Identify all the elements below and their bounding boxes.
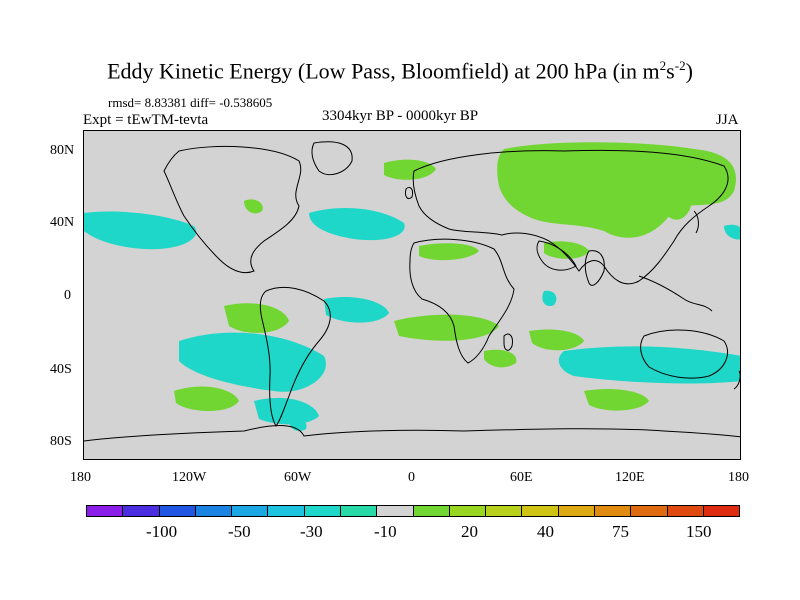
- eke-map-svg: [84, 141, 740, 442]
- colorbar-cell-6: [268, 506, 305, 516]
- coastline-greenland: [311, 141, 353, 176]
- coastline-madagascar: [503, 333, 513, 351]
- cyan-region-n-atlantic: [309, 208, 405, 241]
- lat-tick-80s: 80S: [50, 434, 72, 449]
- green-region-s-america: [174, 386, 239, 411]
- cyan-region-e-pacific: [724, 224, 740, 240]
- period-label: 3304kyr BP - 0000kyr BP: [322, 108, 479, 124]
- cyan-region-s-indian: [558, 346, 740, 384]
- green-region-africa-e: [484, 349, 517, 368]
- colorbar: [86, 505, 740, 517]
- plot-title-end: ): [685, 58, 693, 84]
- lat-tick-40n: 40N: [50, 215, 75, 230]
- green-region-africa-n: [419, 243, 479, 261]
- colorbar-label-7: 75: [612, 522, 629, 541]
- colorbar-label-1: -100: [146, 522, 178, 541]
- cyan-region-mid-atlantic-s: [542, 290, 557, 307]
- colorbar-cell-15: [594, 506, 632, 516]
- green-region-indian-s: [529, 329, 584, 351]
- lon-tick-60w: 60W: [284, 470, 312, 485]
- lon-tick-180e: 180: [728, 470, 749, 485]
- experiment-label: Expt = tEwTM-tevta: [83, 112, 209, 128]
- colorbar-cell-12: [486, 506, 523, 516]
- colorbar-label-5: 20: [461, 522, 478, 541]
- plot-title-sup1: 2: [659, 58, 667, 73]
- coastline-india: [584, 250, 605, 286]
- negative-anomaly-regions: [84, 208, 740, 432]
- colorbar-cell-4: [195, 506, 233, 516]
- colorbar-label-8: 150: [686, 522, 712, 541]
- plot-title-mid: s: [666, 58, 675, 84]
- coastline-south-america: [259, 286, 331, 427]
- coastline-north-america: [163, 145, 302, 274]
- plot-title-main: Eddy Kinetic Energy (Low Pass, Bloomfiel…: [107, 58, 660, 84]
- lon-tick-180w: 180: [70, 470, 91, 485]
- coastline-eurasia: [412, 149, 729, 285]
- positive-anomaly-regions: [174, 142, 736, 411]
- colorbar-cell-14: [558, 506, 595, 516]
- green-region-n-atlantic: [384, 159, 436, 180]
- colorbar-cell-1: [87, 506, 124, 516]
- lat-tick-40s: 40S: [50, 362, 72, 377]
- colorbar-cell-7: [304, 506, 341, 516]
- stats-text: rmsd= 8.83381 diff= -0.538605: [108, 95, 273, 110]
- plot-title: Eddy Kinetic Energy (Low Pass, Bloomfiel…: [0, 58, 800, 84]
- coastlines: [84, 141, 740, 442]
- coastline-australia: [640, 329, 728, 379]
- colorbar-label-3: -30: [300, 522, 323, 541]
- lat-tick-eq: 0: [64, 288, 71, 303]
- green-region-greenland: [244, 199, 263, 214]
- lat-tick-80n: 80N: [50, 143, 75, 158]
- cyan-region-n-pacific: [84, 211, 197, 250]
- lon-tick-0: 0: [408, 470, 415, 485]
- cyan-region-tropical-atlantic: [324, 296, 389, 323]
- coastline-new-zealand: [733, 370, 740, 390]
- coastline-antarctica: [84, 425, 740, 442]
- green-region-nw-pacific: [662, 184, 692, 220]
- colorbar-cell-2: [123, 506, 160, 516]
- colorbar-cell-3: [159, 506, 196, 516]
- colorbar-label-6: 40: [537, 522, 554, 541]
- green-region-central-pacific: [224, 303, 289, 333]
- colorbar-cell-16: [631, 506, 668, 516]
- lon-tick-120e: 120E: [615, 470, 645, 485]
- coastline-uk: [405, 186, 413, 200]
- plot-title-sup2: -2: [674, 58, 686, 73]
- colorbar-cell-5: [232, 506, 269, 516]
- colorbar-label-2: -50: [228, 522, 251, 541]
- lon-tick-120w: 120W: [172, 470, 207, 485]
- colorbar-cell-10: [413, 506, 450, 516]
- coastline-africa: [409, 238, 515, 364]
- season-label: JJA: [716, 112, 739, 128]
- colorbar-cell-8: [340, 506, 378, 516]
- colorbar-cell-13: [522, 506, 559, 516]
- colorbar-label-4: -10: [374, 522, 397, 541]
- green-region-eurasia: [497, 142, 736, 238]
- colorbar-cell-9: [377, 506, 414, 516]
- eke-map: [83, 130, 741, 460]
- colorbar-cell-11: [449, 506, 487, 516]
- colorbar-cell-18: [703, 506, 740, 516]
- green-region-s-indian: [584, 389, 649, 411]
- green-region-sw-atlantic: [394, 314, 499, 341]
- coastline-se-asia: [638, 275, 713, 312]
- coastline-arabia: [536, 240, 577, 271]
- coastline-japan: [693, 210, 699, 234]
- colorbar-cell-17: [667, 506, 704, 516]
- lon-tick-60e: 60E: [510, 470, 533, 485]
- cyan-region-s-pacific: [179, 332, 326, 392]
